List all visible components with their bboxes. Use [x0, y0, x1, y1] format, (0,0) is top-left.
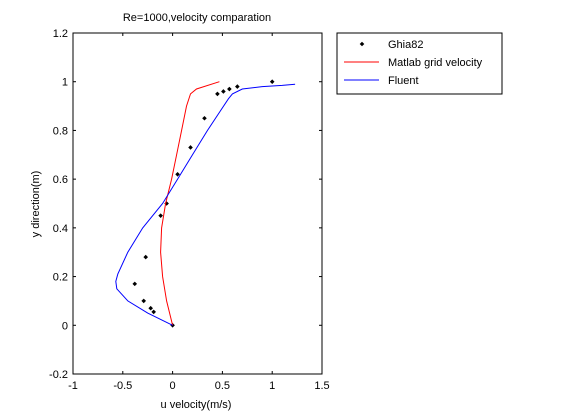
y-tick-label: 1: [62, 77, 68, 89]
legend-label-ghia82: Ghia82: [388, 39, 423, 51]
series-layer: [115, 79, 296, 328]
y-axis-label: y direction(m): [30, 171, 42, 238]
y-tick-label: -0.2: [49, 369, 68, 381]
y-tick-label: 0: [62, 320, 68, 332]
data-point-ghia82: [215, 91, 220, 97]
data-point-ghia82: [202, 115, 207, 121]
data-point-ghia82: [151, 309, 156, 315]
data-point-ghia82: [188, 145, 193, 150]
legend-box: [336, 32, 503, 95]
x-axis: -1 -0.5 0 0.5 1 1.5: [68, 33, 330, 392]
x-tick-label: -0.5: [113, 380, 132, 392]
data-point-ghia82: [269, 79, 275, 85]
series-line-matlab-grid-velocity: [160, 81, 220, 326]
legend-swatch-ghia82: [359, 41, 365, 47]
legend-label-matlab-grid-velocity: Matlab grid velocity: [388, 57, 483, 69]
y-tick-label: 1.2: [53, 28, 68, 40]
data-point-ghia82: [235, 84, 240, 89]
y-axis: -0.2 0 0.2 0.4 0.6 0.8 1 1.2: [49, 28, 322, 381]
y-tick-label: 0.6: [53, 174, 68, 186]
y-tick-label: 0.2: [53, 272, 68, 284]
x-tick-label: -1: [68, 380, 78, 392]
x-tick-label: 0.5: [215, 380, 230, 392]
x-tick-label: 1.5: [314, 380, 329, 392]
x-axis-label: u velocity(m/s): [161, 399, 232, 411]
plot-area: [72, 32, 323, 375]
legend-label-fluent: Fluent: [388, 75, 419, 87]
data-point-ghia82: [141, 298, 147, 304]
data-point-ghia82: [221, 89, 226, 94]
data-point-ghia82: [175, 171, 180, 177]
y-tick-label: 0.4: [53, 223, 68, 235]
data-point-ghia82: [143, 254, 149, 260]
data-point-ghia82: [158, 213, 163, 218]
axes-box: [72, 32, 323, 375]
series-line-fluent: [115, 83, 296, 326]
data-point-ghia82: [132, 281, 138, 287]
chart-title: Re=1000,velocity comparation: [123, 12, 271, 24]
y-tick-label: 0.8: [53, 125, 68, 137]
data-point-ghia82: [148, 305, 153, 311]
data-point-ghia82: [227, 86, 232, 92]
x-tick-label: 0: [170, 380, 176, 392]
legend: Ghia82 Matlab grid velocity Fluent: [336, 32, 503, 95]
x-tick-label: 1: [269, 380, 275, 392]
